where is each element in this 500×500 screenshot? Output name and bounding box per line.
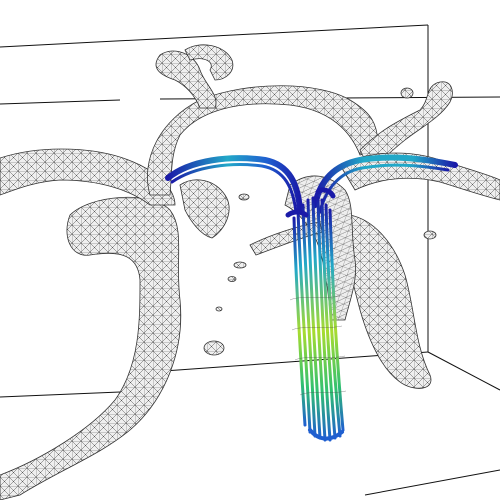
left-middle-branch (0, 148, 176, 206)
streamline-left-arc (165, 155, 303, 213)
mesh-fragment (215, 306, 223, 312)
mesh-fragment (233, 261, 247, 269)
communicating-arch (147, 85, 381, 196)
mesh-fragment (203, 340, 225, 356)
streamline-vertical (301, 203, 317, 438)
box-edge-left-mid (0, 99, 121, 105)
mesh-fragment (238, 193, 250, 201)
left-carotid-vessel (0, 196, 182, 500)
mesh-fragment (227, 276, 237, 282)
mesh-fragment (423, 230, 437, 240)
right-upper-branch (359, 81, 453, 171)
mesh-fragment (400, 87, 414, 99)
streamline-vertical (292, 216, 307, 427)
vessel-mesh (0, 44, 500, 500)
streamline-vertical (306, 198, 322, 440)
streamline-cap (308, 428, 344, 441)
streamline-vertical (324, 203, 342, 438)
box-edge-lower-right (427, 351, 500, 391)
right-carotid-vessel (339, 214, 432, 389)
streamline-cap (315, 187, 336, 199)
streamline-vertical (316, 196, 332, 442)
upper-left-twig (184, 44, 234, 81)
streamline-left-arc (170, 163, 298, 214)
center-left-branch (179, 179, 230, 239)
box-edge-left-low (0, 391, 121, 398)
box-edge-top-back (0, 24, 429, 48)
streamline-vertical (328, 208, 345, 432)
box-edge-bottom (364, 469, 500, 496)
streamline-vertical (320, 198, 337, 440)
streamline-right-arc (312, 154, 458, 208)
streamline-vertical (296, 208, 312, 434)
streamline-cap (285, 209, 309, 218)
mesh-overlay (289, 295, 347, 396)
flow-streamlines (165, 154, 458, 442)
streamline-vertical (311, 196, 327, 442)
